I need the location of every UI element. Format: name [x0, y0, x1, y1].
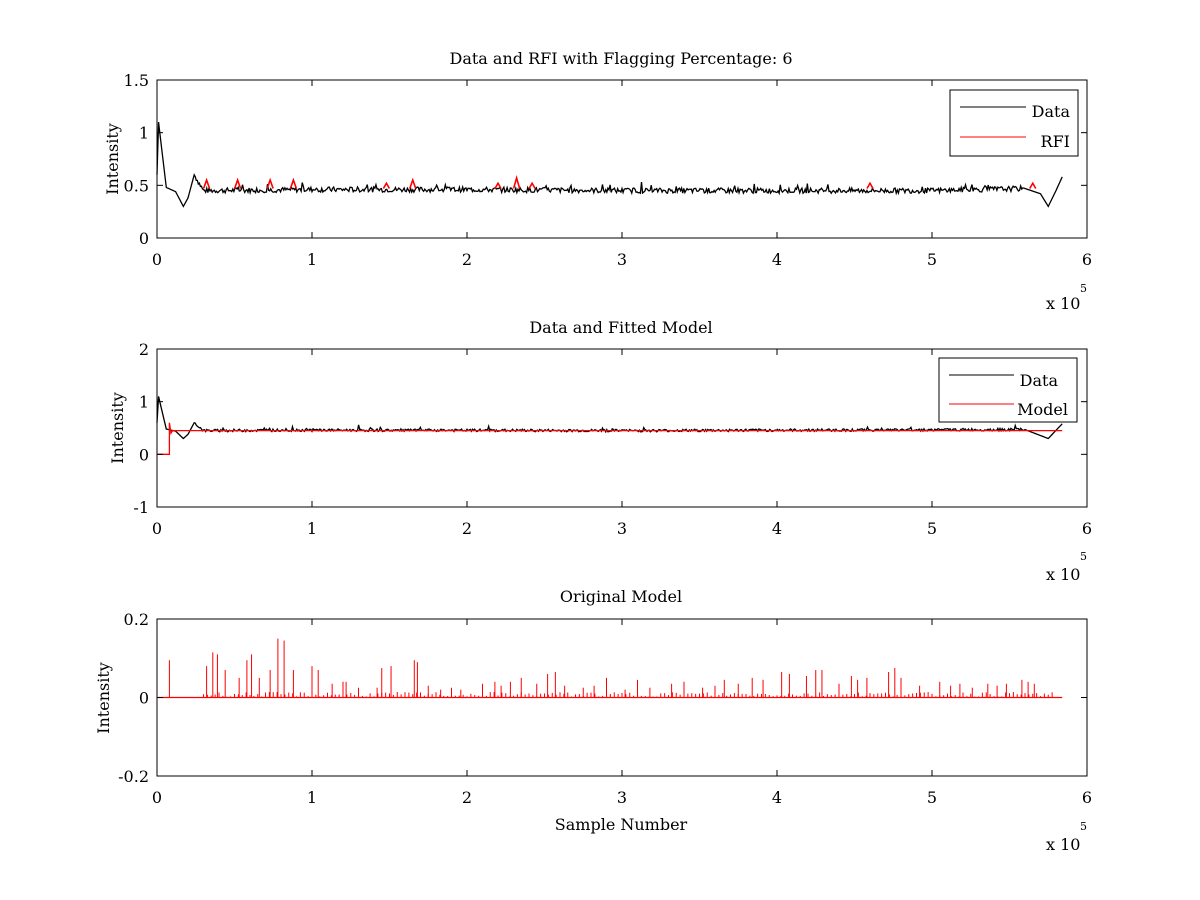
rfi-flag: [202, 177, 211, 189]
x-tick-label: 2: [462, 250, 472, 269]
legend-box: [949, 89, 1079, 157]
y-tick-label: 1: [139, 393, 149, 412]
legend-label-rfi: RFI: [1041, 132, 1070, 151]
x-tick-label: 6: [1082, 788, 1092, 807]
x-tick-label: 4: [772, 788, 782, 807]
x-tick-label: 3: [617, 788, 627, 807]
rfi-flag: [382, 181, 391, 189]
x-tick-label: 0: [152, 519, 162, 538]
plot-content: [156, 396, 1063, 455]
rfi-flag: [408, 177, 417, 189]
x-tick-label: 4: [772, 250, 782, 269]
x-tick-label: 5: [927, 519, 937, 538]
y-axis-label: Intensity: [103, 123, 122, 195]
y-tick-label: -0.2: [118, 767, 149, 786]
x-multiplier-exponent: 5: [1080, 550, 1087, 563]
plot-content: [157, 638, 1063, 699]
x-tick-label: 1: [307, 250, 317, 269]
y-tick-label: 2: [139, 340, 149, 359]
x-tick-label: 6: [1082, 250, 1092, 269]
series-line-data: [156, 396, 1063, 440]
legend: Data Model: [938, 357, 1078, 423]
plot-content: [156, 122, 1063, 208]
rfi-flag: [1029, 181, 1037, 189]
legend-label-model: Model: [1017, 400, 1068, 419]
y-tick-label: 0: [139, 689, 149, 708]
panel-data-rfi: Data and RFI with Flagging Percentage: 6…: [103, 49, 1092, 313]
x-tick-label: 5: [927, 250, 937, 269]
x-tick-label: 5: [927, 788, 937, 807]
rfi-flag: [512, 175, 521, 189]
legend: Data RFI: [949, 89, 1079, 157]
x-tick-label: 1: [307, 788, 317, 807]
x-tick-label: 3: [617, 250, 627, 269]
rfi-flag: [866, 181, 874, 189]
rfi-flag: [528, 181, 536, 189]
y-axis-label: Intensity: [108, 392, 127, 464]
series-line-model: [157, 422, 1063, 455]
legend-label-data: Data: [1032, 102, 1071, 121]
series-line-data: [156, 122, 1063, 208]
plot-area: [156, 348, 1088, 508]
y-tick-label: 0: [139, 229, 149, 248]
x-tick-label: 4: [772, 519, 782, 538]
x-multiplier-exponent: 5: [1080, 282, 1087, 295]
y-tick-label: 1.5: [124, 71, 149, 90]
x-tick-label: 1: [307, 519, 317, 538]
x-tick-label: 0: [152, 250, 162, 269]
chart-title: Data and RFI with Flagging Percentage: 6: [449, 49, 792, 68]
x-multiplier-exponent: 5: [1080, 820, 1087, 833]
rfi-flag: [289, 177, 298, 189]
x-multiplier: x 10: [1046, 565, 1080, 584]
x-tick-label: 0: [152, 788, 162, 807]
rfi-flag: [233, 177, 242, 189]
x-tick-label: 6: [1082, 519, 1092, 538]
legend-label-data: Data: [1020, 371, 1059, 390]
plot-area: [156, 79, 1088, 239]
y-tick-label: 0.5: [124, 176, 149, 195]
y-tick-label: 0.2: [124, 610, 149, 629]
chart-title: Data and Fitted Model: [529, 318, 712, 337]
x-multiplier: x 10: [1046, 835, 1080, 854]
y-tick-label: 0: [139, 445, 149, 464]
x-tick-label: 3: [617, 519, 627, 538]
y-tick-label: -1: [133, 498, 149, 517]
rfi-flag: [494, 181, 502, 189]
y-tick-label: 1: [139, 124, 149, 143]
x-multiplier: x 10: [1046, 294, 1080, 313]
y-axis-label: Intensity: [94, 662, 113, 734]
legend-box: [938, 357, 1078, 423]
chart-title: Original Model: [560, 587, 682, 606]
x-axis-label: Sample Number: [555, 815, 688, 834]
x-tick-label: 2: [462, 788, 472, 807]
rfi-flag: [266, 177, 274, 189]
x-tick-label: 2: [462, 519, 472, 538]
